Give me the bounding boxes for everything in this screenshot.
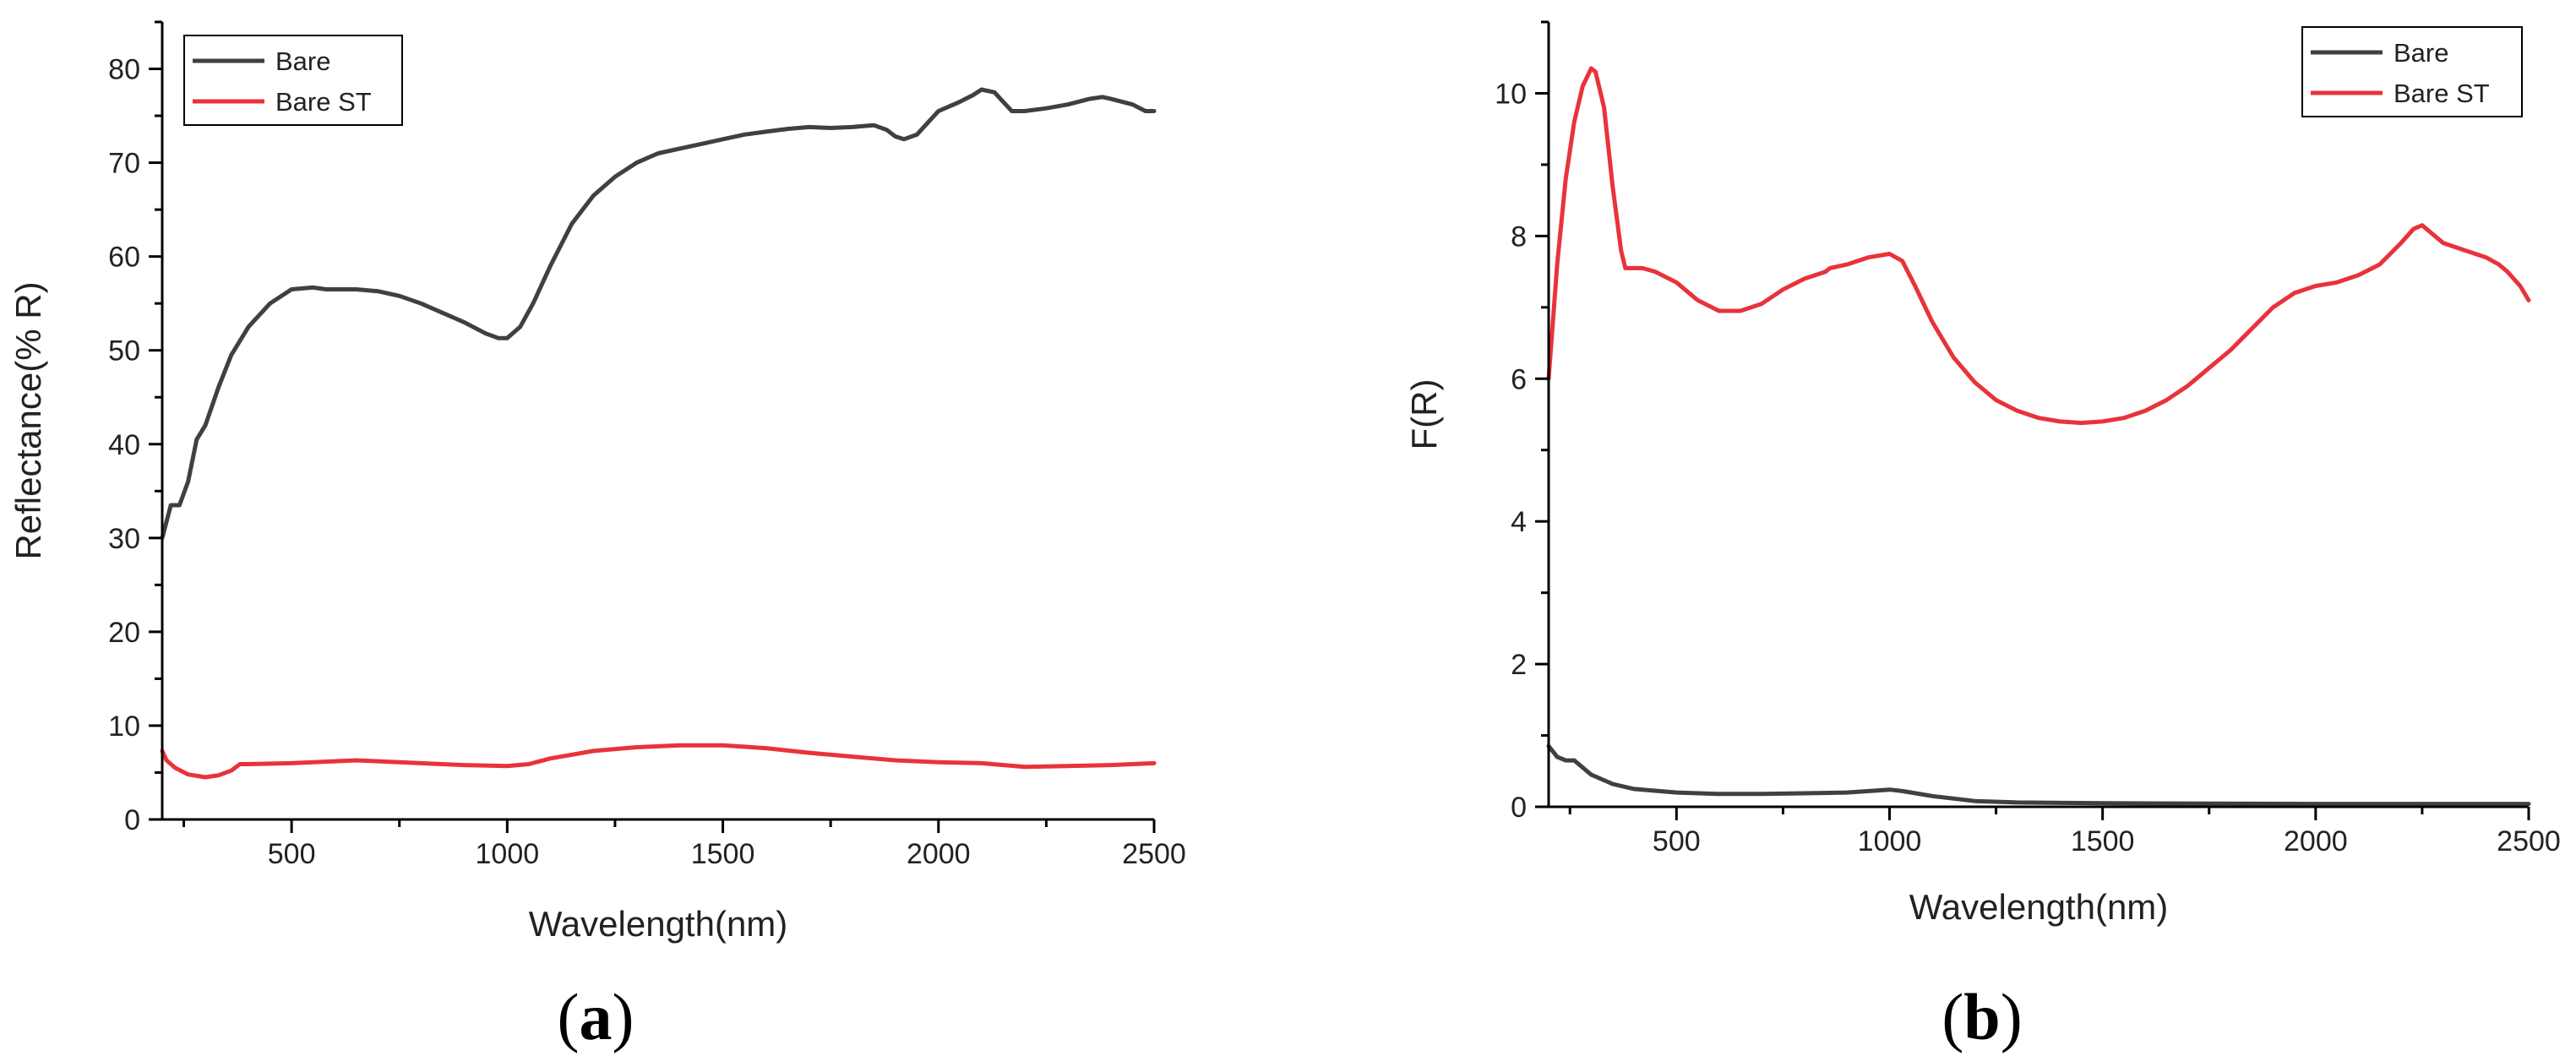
y-tick-label: 70: [108, 148, 140, 180]
legend-label: Bare: [2394, 38, 2448, 68]
panel-a: 500 1000 1500 2000 2500 0 10 20 30 40 50 60 70 80 Wave…: [8, 20, 1186, 1053]
y-tick-label: 30: [108, 523, 140, 555]
y-tick-label: 0: [124, 804, 140, 836]
x-axis-label: Wavelength(nm): [1909, 887, 2169, 927]
panel-label: (b): [1942, 980, 2022, 1053]
x-tick-label: 2500: [2497, 825, 2561, 857]
y-tick-label: 8: [1511, 220, 1527, 253]
y-axis-label: F(R): [1404, 379, 1444, 450]
y-tick-label: 80: [108, 54, 140, 86]
y-tick-label: 10: [108, 710, 140, 743]
panel-label: (a): [558, 980, 634, 1053]
series-line-bare: [1546, 743, 2531, 807]
x-tick-label: 1500: [691, 838, 755, 870]
y-tick-label: 6: [1511, 363, 1527, 395]
series-line-bare: [160, 87, 1157, 541]
x-tick-label: 2000: [2284, 825, 2348, 857]
legend-label: Bare: [275, 46, 330, 76]
legend-box: [183, 35, 403, 126]
legend-label: Bare ST: [2394, 79, 2490, 108]
y-tick-label: 40: [108, 429, 140, 461]
series-line-bare-st: [1546, 66, 2531, 426]
x-tick-label: 500: [268, 838, 316, 870]
legend-label: Bare ST: [275, 87, 372, 117]
y-tick-label: 0: [1511, 792, 1527, 824]
y-tick-label: 50: [108, 335, 140, 367]
x-axis-label: Wavelength(nm): [529, 904, 788, 944]
y-tick-label: 2: [1511, 649, 1527, 681]
y-tick-label: 20: [108, 617, 140, 649]
x-tick-label: 2000: [907, 838, 971, 870]
axis-lines: [1547, 22, 2529, 808]
x-tick-label: 2500: [1122, 838, 1186, 870]
y-tick-label: 60: [108, 242, 140, 274]
x-tick-label: 500: [1653, 825, 1701, 857]
legend-box: [2301, 26, 2523, 117]
series-line-bare-st: [160, 743, 1157, 780]
panel-b: 500 1000 1500 2000 2500 0 2 4 6 8 10 Wavelength(nm)…: [1404, 20, 2561, 1053]
y-tick-label: 10: [1495, 78, 1527, 110]
x-tick-label: 1500: [2071, 825, 2135, 857]
x-tick-label: 1000: [1858, 825, 1922, 857]
y-axis-label: Reflectance(% R): [8, 281, 48, 559]
x-tick-label: 1000: [476, 838, 540, 870]
axis-lines: [161, 22, 1154, 821]
y-tick-label: 4: [1511, 506, 1527, 538]
